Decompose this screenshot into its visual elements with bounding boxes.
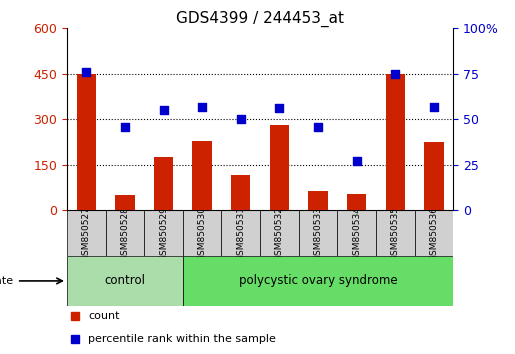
- Bar: [193, 141, 212, 210]
- Point: [159, 107, 167, 113]
- Text: GSM850529: GSM850529: [159, 206, 168, 261]
- Point: [352, 158, 360, 164]
- Point: [236, 116, 245, 122]
- Text: GSM850530: GSM850530: [198, 206, 207, 261]
- Bar: [376, 210, 415, 256]
- Point: [198, 104, 206, 109]
- Bar: [183, 210, 221, 256]
- Bar: [299, 210, 337, 256]
- Bar: [144, 210, 183, 256]
- Bar: [106, 210, 144, 256]
- Text: GSM850534: GSM850534: [352, 206, 361, 261]
- Bar: [115, 195, 134, 210]
- Point: [275, 105, 283, 111]
- Bar: [424, 142, 443, 210]
- Text: GSM850527: GSM850527: [82, 206, 91, 261]
- Bar: [415, 210, 453, 256]
- Bar: [337, 210, 376, 256]
- Point: [121, 124, 129, 130]
- Bar: [77, 74, 96, 210]
- Title: GDS4399 / 244453_at: GDS4399 / 244453_at: [176, 11, 344, 27]
- Bar: [308, 191, 328, 210]
- Bar: [270, 125, 289, 210]
- Bar: [260, 210, 299, 256]
- Text: GSM850532: GSM850532: [275, 206, 284, 261]
- Point: [430, 104, 438, 109]
- Text: GSM850535: GSM850535: [391, 206, 400, 261]
- Point: [82, 69, 91, 75]
- Text: percentile rank within the sample: percentile rank within the sample: [88, 334, 276, 344]
- Text: polycystic ovary syndrome: polycystic ovary syndrome: [238, 274, 398, 287]
- Text: GSM850533: GSM850533: [314, 206, 322, 261]
- Bar: [221, 210, 260, 256]
- Text: GSM850531: GSM850531: [236, 206, 245, 261]
- Text: count: count: [88, 311, 119, 321]
- Bar: [386, 74, 405, 210]
- Bar: [231, 176, 250, 210]
- Bar: [67, 256, 183, 306]
- Text: control: control: [105, 274, 145, 287]
- Text: disease state: disease state: [0, 276, 13, 286]
- Text: GSM850528: GSM850528: [121, 206, 129, 261]
- Bar: [154, 157, 173, 210]
- Point: [391, 71, 400, 77]
- Text: GSM850536: GSM850536: [430, 206, 438, 261]
- Bar: [67, 210, 106, 256]
- Point: [314, 124, 322, 130]
- Bar: [183, 256, 453, 306]
- Bar: [347, 194, 366, 210]
